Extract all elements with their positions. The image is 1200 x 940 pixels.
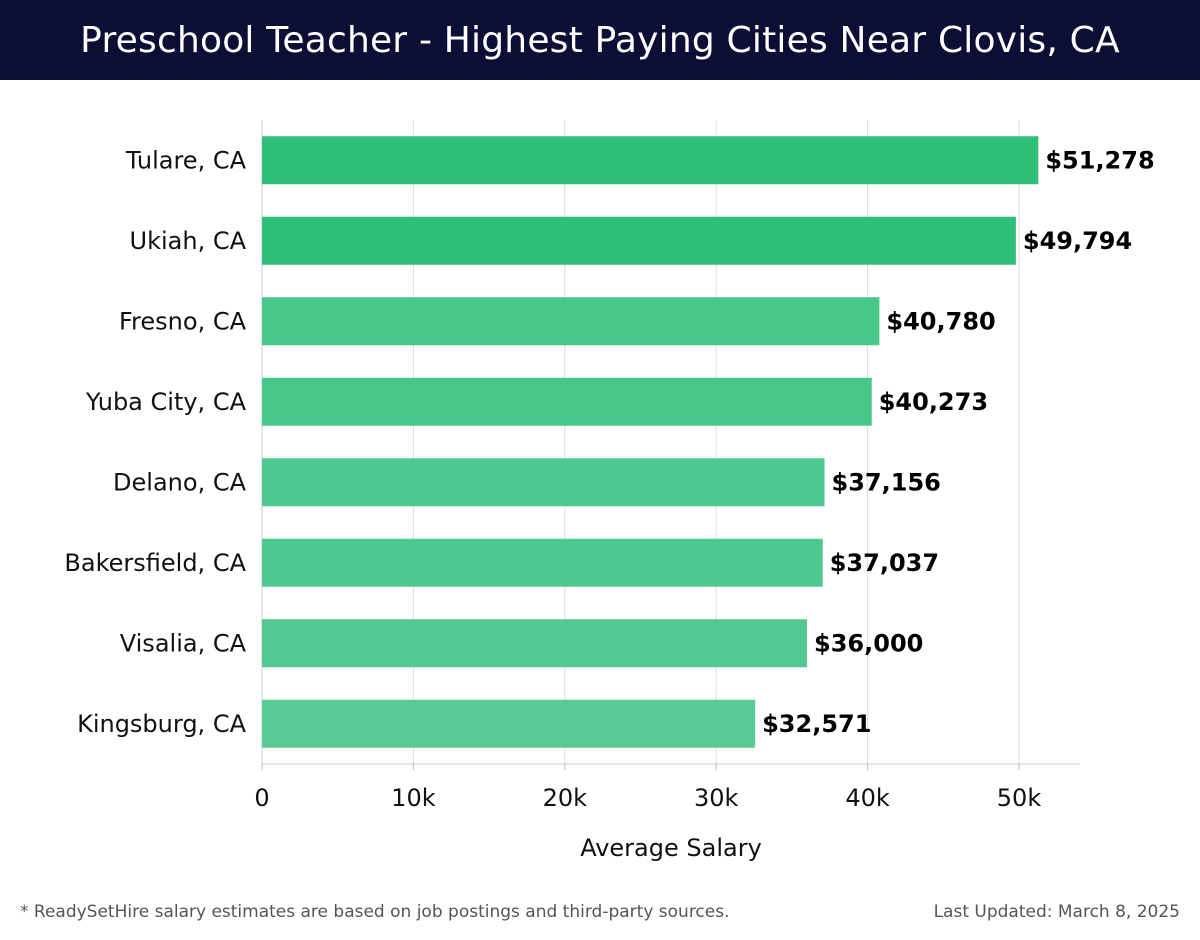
category-label: Fresno, CA: [119, 307, 247, 335]
x-tick-label: 40k: [845, 784, 890, 812]
bar: [262, 538, 823, 587]
x-axis-title: Average Salary: [580, 834, 762, 862]
category-label: Kingsburg, CA: [77, 710, 246, 738]
x-tick-label: 50k: [997, 784, 1042, 812]
category-label: Yuba City, CA: [85, 388, 247, 416]
x-tick-label: 30k: [694, 784, 739, 812]
chart-title: Preschool Teacher - Highest Paying Citie…: [80, 19, 1120, 61]
bar: [262, 216, 1016, 265]
bar: [262, 297, 880, 346]
category-label: Ukiah, CA: [130, 227, 247, 255]
value-label: $40,273: [879, 388, 988, 416]
last-updated: Last Updated: March 8, 2025: [933, 902, 1180, 922]
x-tick-label: 20k: [543, 784, 588, 812]
bar: [262, 377, 872, 426]
value-label: $51,278: [1045, 146, 1154, 174]
category-label: Tulare, CA: [125, 146, 247, 174]
footer-note: * ReadySetHire salary estimates are base…: [20, 902, 730, 922]
category-label: Visalia, CA: [120, 629, 247, 657]
bar: [262, 619, 808, 668]
category-label: Bakersfield, CA: [64, 549, 246, 577]
value-label: $32,571: [762, 710, 871, 738]
value-label: $36,000: [814, 629, 923, 657]
chart-header: Preschool Teacher - Highest Paying Citie…: [0, 0, 1200, 80]
value-label: $37,156: [832, 468, 941, 496]
bar: [262, 458, 825, 507]
value-label: $49,794: [1023, 227, 1132, 255]
value-label: $40,780: [886, 307, 995, 335]
x-tick-label: 0: [254, 784, 269, 812]
bar: [262, 136, 1039, 185]
x-tick-label: 10k: [391, 784, 436, 812]
category-label: Delano, CA: [113, 468, 247, 496]
bar: [262, 699, 756, 748]
value-label: $37,037: [830, 549, 939, 577]
